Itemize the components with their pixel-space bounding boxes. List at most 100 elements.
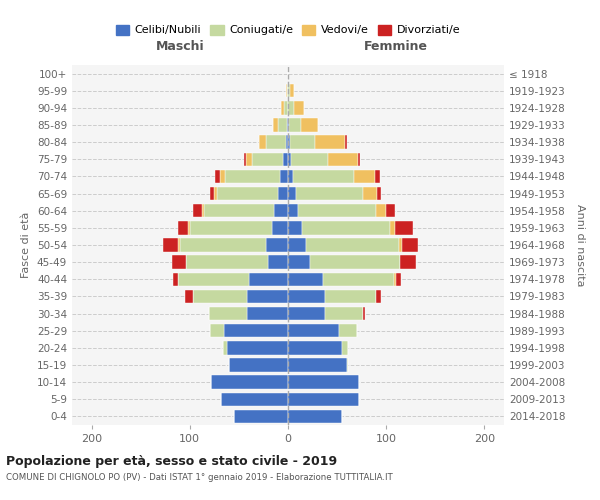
Bar: [290, 84, 294, 98]
Bar: [215, 170, 220, 183]
Bar: [362, 187, 377, 200]
Bar: [280, 170, 288, 183]
Bar: [376, 204, 386, 218]
Bar: [274, 204, 288, 218]
Bar: [173, 272, 178, 286]
Bar: [301, 118, 319, 132]
Bar: [390, 221, 395, 234]
Bar: [288, 204, 298, 218]
Bar: [395, 221, 413, 234]
Bar: [190, 221, 272, 234]
Bar: [229, 358, 288, 372]
Bar: [211, 187, 214, 200]
Bar: [284, 101, 288, 114]
Bar: [266, 136, 286, 149]
Bar: [399, 238, 402, 252]
Bar: [214, 187, 217, 200]
Bar: [283, 152, 288, 166]
Bar: [316, 136, 345, 149]
Bar: [325, 290, 376, 303]
Bar: [247, 290, 288, 303]
Bar: [288, 84, 290, 98]
Bar: [188, 221, 190, 234]
Bar: [281, 101, 284, 114]
Text: Maschi: Maschi: [155, 40, 205, 53]
Bar: [376, 170, 380, 183]
Bar: [288, 307, 325, 320]
Bar: [358, 152, 359, 166]
Bar: [211, 324, 224, 338]
Bar: [278, 187, 288, 200]
Bar: [394, 272, 396, 286]
Bar: [289, 118, 301, 132]
Bar: [310, 256, 400, 269]
Bar: [288, 187, 296, 200]
Bar: [339, 324, 357, 338]
Bar: [291, 152, 328, 166]
Bar: [293, 170, 354, 183]
Bar: [234, 410, 288, 423]
Bar: [400, 256, 416, 269]
Bar: [193, 204, 202, 218]
Bar: [402, 238, 418, 252]
Bar: [288, 272, 323, 286]
Bar: [288, 290, 325, 303]
Bar: [288, 341, 342, 354]
Bar: [296, 187, 362, 200]
Bar: [294, 101, 304, 114]
Bar: [288, 170, 293, 183]
Bar: [288, 256, 310, 269]
Bar: [305, 238, 399, 252]
Bar: [268, 256, 288, 269]
Text: COMUNE DI CHIGNOLO PO (PV) - Dati ISTAT 1° gennaio 2019 - Elaborazione TUTTITALI: COMUNE DI CHIGNOLO PO (PV) - Dati ISTAT …: [6, 472, 393, 482]
Legend: Celibi/Nubili, Coniugati/e, Vedovi/e, Divorziati/e: Celibi/Nubili, Coniugati/e, Vedovi/e, Di…: [112, 20, 464, 40]
Bar: [180, 238, 266, 252]
Bar: [247, 307, 288, 320]
Bar: [227, 341, 288, 354]
Y-axis label: Anni di nascita: Anni di nascita: [575, 204, 585, 286]
Bar: [342, 341, 348, 354]
Bar: [220, 170, 225, 183]
Y-axis label: Fasce di età: Fasce di età: [22, 212, 31, 278]
Bar: [186, 256, 268, 269]
Bar: [376, 290, 381, 303]
Bar: [288, 358, 347, 372]
Bar: [211, 376, 288, 389]
Bar: [178, 272, 249, 286]
Bar: [288, 324, 339, 338]
Bar: [286, 84, 287, 98]
Bar: [347, 358, 348, 372]
Bar: [225, 170, 280, 183]
Bar: [288, 118, 289, 132]
Bar: [193, 290, 247, 303]
Bar: [172, 256, 186, 269]
Bar: [246, 152, 251, 166]
Bar: [287, 84, 288, 98]
Bar: [377, 187, 381, 200]
Bar: [286, 136, 288, 149]
Bar: [266, 238, 288, 252]
Bar: [288, 392, 359, 406]
Bar: [288, 152, 291, 166]
Bar: [386, 204, 395, 218]
Bar: [185, 290, 193, 303]
Bar: [328, 152, 358, 166]
Bar: [288, 238, 305, 252]
Bar: [323, 272, 394, 286]
Bar: [362, 307, 365, 320]
Bar: [287, 118, 288, 132]
Bar: [273, 118, 278, 132]
Bar: [288, 376, 359, 389]
Bar: [221, 392, 288, 406]
Bar: [202, 204, 203, 218]
Bar: [288, 221, 302, 234]
Bar: [272, 221, 288, 234]
Bar: [345, 136, 347, 149]
Bar: [217, 187, 278, 200]
Bar: [325, 307, 362, 320]
Bar: [244, 152, 246, 166]
Bar: [163, 238, 178, 252]
Bar: [298, 204, 376, 218]
Bar: [203, 204, 274, 218]
Text: Femmine: Femmine: [364, 40, 428, 53]
